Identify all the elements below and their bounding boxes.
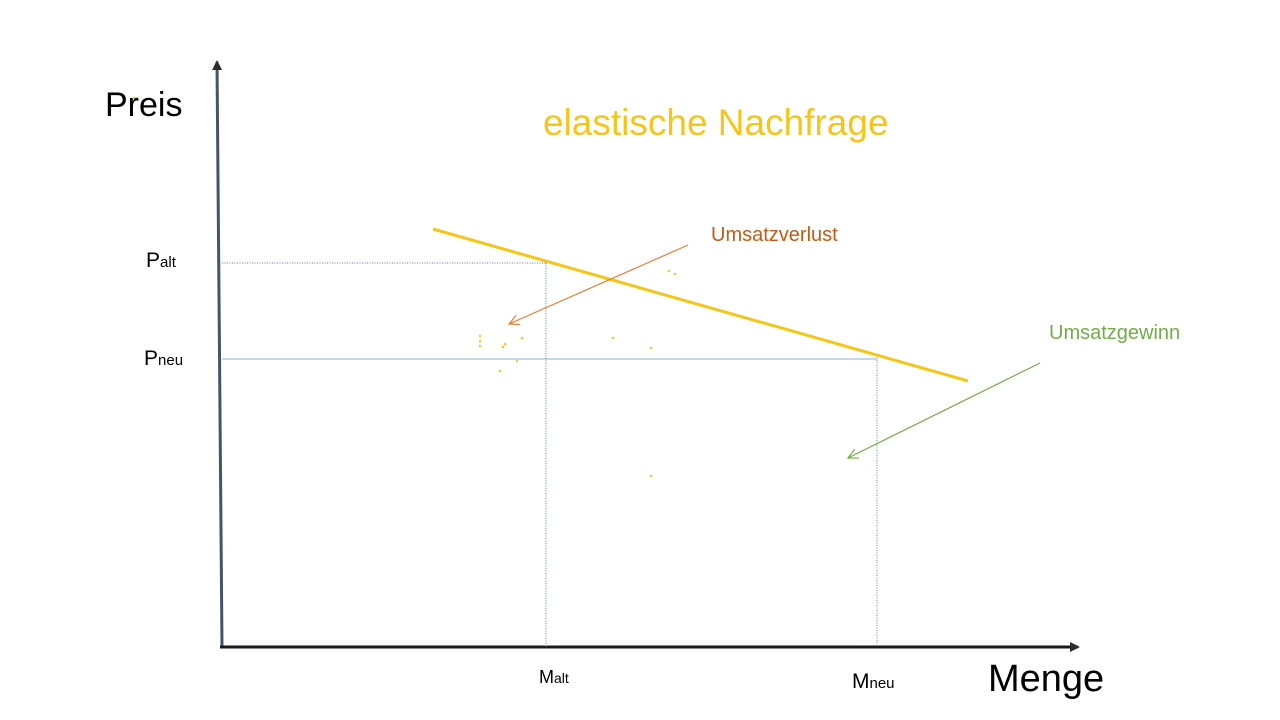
x-axis-label: Menge [988,658,1105,700]
tick-p-neu-main: P [144,347,159,370]
stray-dots [132,96,677,478]
tick-p-alt-sub: alt [160,254,176,271]
chart-title: elastische Nachfrage [543,104,889,141]
tick-m-neu: Mneu [852,671,895,692]
tick-m-alt-sub: alt [554,670,569,686]
tick-m-alt: Malt [539,668,569,686]
annotation-umsatzgewinn: Umsatzgewinn [1049,322,1181,344]
tick-m-alt-main: M [539,667,554,687]
tick-m-neu-main: M [852,670,870,693]
demand-curve [432,227,969,383]
y-axis-label: Preis [105,86,183,124]
chart-title-text: elastische Nachfrage [543,102,889,143]
tick-p-neu: Pneu [144,348,183,369]
annotation-umsatzverlust: Umsatzverlust [711,224,838,246]
tick-p-neu-sub: neu [158,352,184,369]
tick-p-alt: Palt [146,250,176,271]
tick-m-neu-sub: neu [869,675,895,692]
gain-arrow [848,362,1041,458]
y-axis [212,60,224,648]
loss-arrow [509,244,689,324]
tick-p-alt-main: P [146,249,161,272]
